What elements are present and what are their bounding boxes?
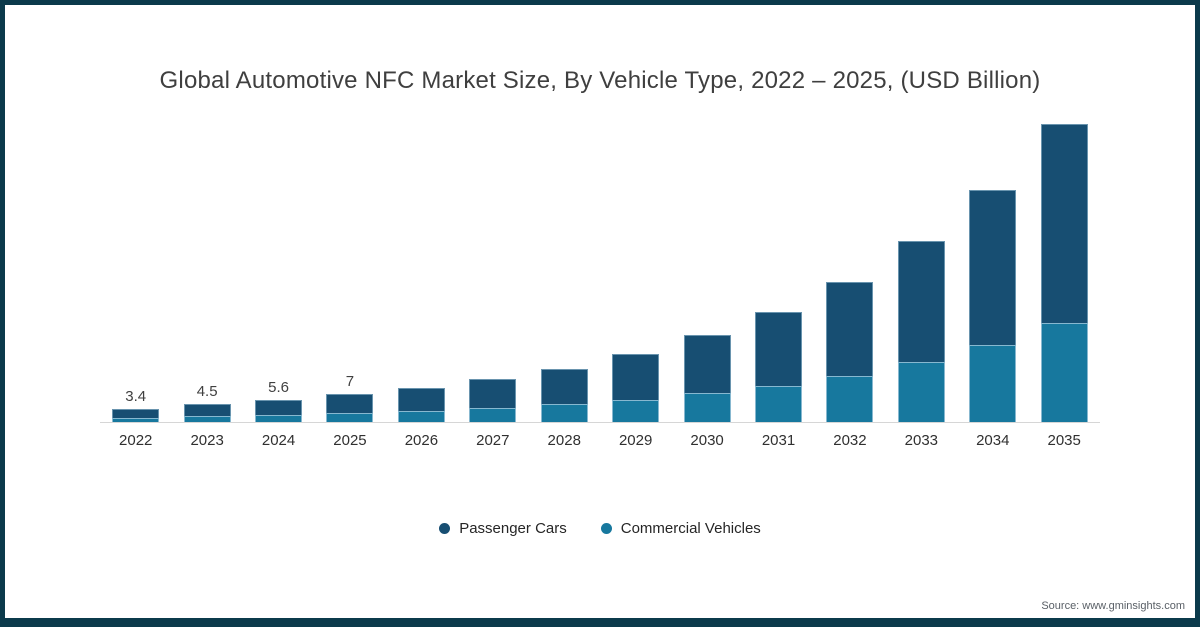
bar-chart: 3.4 4.5 5.6 7 2022 2023 2024 2025 2026 2027 2028 2… — [100, 123, 1100, 449]
segment-commercial-vehicles — [183, 416, 231, 422]
chart-title: Global Automotive NFC Market Size, By Ve… — [159, 67, 1041, 94]
bar-column-2028 — [529, 123, 600, 422]
segment-passenger-cars — [183, 404, 231, 417]
segment-commercial-vehicles — [826, 375, 874, 422]
x-tick-label-2032: 2032 — [833, 432, 867, 449]
segment-commercial-vehicles — [897, 362, 945, 422]
segment-passenger-cars — [255, 399, 303, 415]
stacked-bar-2026 — [397, 388, 445, 422]
segment-passenger-cars — [397, 388, 445, 411]
legend: Passenger Cars Commercial Vehicles — [5, 520, 1195, 537]
x-tick-label-2022: 2022 — [119, 432, 153, 449]
legend-item-passenger-cars: Passenger Cars — [439, 520, 567, 537]
stacked-bar-2025 — [326, 394, 374, 422]
bar-data-label: 7 — [345, 373, 355, 391]
x-tick-label-2024: 2024 — [261, 432, 296, 449]
bar-column-2031 — [743, 123, 814, 422]
x-tick-label-2034: 2034 — [976, 432, 1010, 449]
bar-column-2033 — [886, 123, 957, 422]
x-tick-label-2031: 2031 — [761, 432, 796, 449]
stacked-bar-2033 — [897, 241, 945, 422]
segment-passenger-cars — [755, 312, 802, 386]
x-tick-label-2023: 2023 — [190, 432, 224, 449]
bar-data-label: 5.6 — [268, 378, 289, 396]
segment-commercial-vehicles — [469, 407, 517, 422]
x-axis-labels: 2022 2023 2024 2025 2026 2027 2028 2029 2030 2031… — [100, 432, 1100, 449]
x-tick-label-2026: 2026 — [404, 432, 439, 449]
stacked-bar-2024 — [255, 399, 303, 422]
bar-data-label: 3.4 — [125, 387, 147, 405]
legend-label-passenger-cars: Passenger Cars — [459, 520, 567, 537]
segment-passenger-cars — [969, 190, 1017, 346]
legend-dot-passenger-cars-icon — [439, 523, 451, 534]
segment-passenger-cars — [540, 368, 588, 405]
stacked-bar-2023 — [183, 404, 231, 422]
segment-passenger-cars — [826, 282, 874, 376]
stacked-bar-2034 — [969, 190, 1017, 422]
bar-column-2029 — [600, 123, 671, 422]
stacked-bar-2029 — [612, 353, 660, 422]
stacked-bar-2028 — [540, 368, 588, 422]
bar-column-2034 — [957, 123, 1028, 422]
segment-commercial-vehicles — [755, 385, 802, 422]
segment-passenger-cars — [326, 394, 374, 413]
segment-commercial-vehicles — [326, 412, 374, 422]
bar-column-2025: 7 — [314, 123, 385, 422]
segment-passenger-cars — [612, 353, 660, 400]
bar-column-2030 — [671, 123, 742, 422]
segment-commercial-vehicles — [1040, 323, 1088, 422]
stacked-bar-2027 — [469, 378, 517, 422]
bar-column-2026 — [386, 123, 457, 422]
x-tick-label-2027: 2027 — [476, 432, 510, 449]
bar-column-2032 — [814, 123, 885, 422]
legend-label-commercial-vehicles: Commercial Vehicles — [620, 520, 761, 537]
segment-commercial-vehicles — [397, 410, 445, 422]
segment-commercial-vehicles — [255, 414, 303, 422]
bar-column-2023: 4.5 — [171, 123, 242, 422]
segment-commercial-vehicles — [540, 404, 588, 422]
x-tick-label-2033: 2033 — [904, 432, 939, 449]
legend-item-commercial-vehicles: Commercial Vehicles — [600, 520, 761, 537]
stacked-bar-2032 — [826, 282, 874, 422]
x-tick-label-2028: 2028 — [547, 432, 581, 449]
x-tick-label-2025: 2025 — [333, 432, 367, 449]
segment-commercial-vehicles — [969, 345, 1017, 422]
stacked-bar-2035 — [1040, 123, 1088, 422]
x-tick-label-2029: 2029 — [618, 432, 653, 449]
bar-column-2024: 5.6 — [243, 123, 314, 422]
legend-dot-commercial-vehicles-icon — [600, 523, 612, 534]
bar-column-2027 — [457, 123, 528, 422]
plot-area: 3.4 4.5 5.6 7 — [100, 123, 1100, 423]
source-credit: Source: www.gminsights.com — [1041, 600, 1185, 612]
segment-commercial-vehicles — [612, 399, 660, 422]
bar-column-2035 — [1028, 123, 1099, 422]
x-tick-label-2035: 2035 — [1047, 432, 1081, 449]
stacked-bar-2031 — [755, 312, 802, 422]
segment-commercial-vehicles — [683, 393, 731, 422]
x-tick-label-2030: 2030 — [690, 432, 724, 449]
bar-column-2022: 3.4 — [100, 123, 171, 422]
stacked-bar-2030 — [683, 334, 731, 422]
segment-passenger-cars — [112, 408, 160, 418]
segment-commercial-vehicles — [112, 417, 160, 422]
segment-passenger-cars — [1040, 123, 1088, 324]
bar-data-label: 4.5 — [196, 383, 218, 401]
segment-passenger-cars — [469, 378, 517, 408]
segment-passenger-cars — [897, 241, 945, 363]
stacked-bar-2022 — [112, 408, 160, 422]
segment-passenger-cars — [683, 334, 731, 394]
